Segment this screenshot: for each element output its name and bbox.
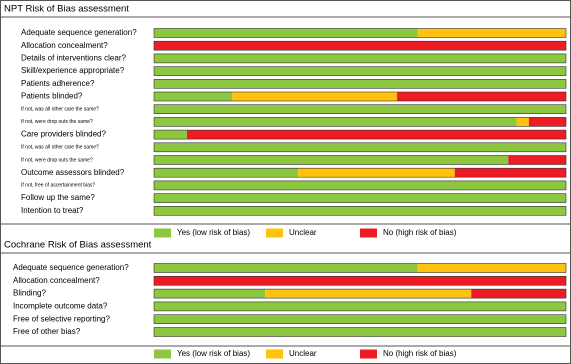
- legend-label: No (high risk of bias): [383, 349, 457, 358]
- bar-outline: [153, 288, 567, 299]
- bar-segment: [154, 180, 566, 190]
- bar-segment: [454, 168, 566, 178]
- bar-outline: [153, 327, 567, 337]
- legend-swatch: [266, 228, 283, 238]
- row-label: Free of other bias?: [13, 327, 81, 336]
- row-label: Allocation concealment?: [21, 41, 108, 50]
- row-label: If not, were drop outs the same?: [21, 157, 93, 163]
- bar-segment: [154, 41, 566, 51]
- row-label: Follow up the same?: [21, 193, 95, 202]
- row-label: Care providers blinded?: [21, 130, 106, 139]
- bar-segment: [154, 142, 566, 152]
- legend-swatch: [360, 349, 377, 359]
- row-label: Allocation concealment?: [13, 276, 100, 285]
- bar-outline: [153, 117, 567, 127]
- bar-outline: [153, 66, 567, 76]
- row-label: If not, was all other care the same?: [21, 145, 99, 151]
- bar-outline: [153, 79, 567, 89]
- bar-segment: [417, 263, 566, 273]
- bar-segment: [154, 276, 566, 286]
- bar-segment: [154, 263, 418, 273]
- legend-swatch: [154, 228, 171, 238]
- bar-segment: [471, 289, 566, 299]
- row-label: If not, free of ascertainment bias?: [21, 183, 95, 189]
- legend-swatch: [360, 228, 377, 238]
- legend-swatch: [266, 349, 283, 359]
- chart-title: NPT Risk of Bias assessment: [4, 4, 129, 15]
- bar-outline: [153, 40, 567, 51]
- row-label: Outcome assessors blinded?: [21, 168, 125, 177]
- bar-segment: [186, 130, 566, 140]
- bar-segment: [154, 117, 517, 127]
- bar-outline: [153, 167, 567, 178]
- bar-segment: [154, 79, 566, 89]
- bar-outline: [153, 193, 567, 203]
- bar-outline: [153, 206, 567, 216]
- row-label: Blinding?: [13, 289, 46, 298]
- bar-segment: [397, 92, 566, 101]
- bar-outline: [153, 91, 567, 102]
- row-label: Patients blinded?: [21, 92, 83, 101]
- bar-segment: [528, 117, 566, 127]
- bar-segment: [298, 168, 455, 178]
- bar-segment: [154, 130, 187, 140]
- bar-segment: [154, 301, 566, 311]
- row-label: Details of interventions clear?: [21, 54, 126, 63]
- bar-segment: [154, 289, 266, 299]
- bar-segment: [265, 289, 472, 299]
- row-label: Adequate sequence generation?: [13, 263, 129, 272]
- bar-segment: [154, 155, 509, 165]
- row-label: If not, was all other care the same?: [21, 107, 99, 113]
- bar-segment: [154, 104, 566, 114]
- bar-segment: [154, 327, 566, 337]
- row-label: Incomplete outcome data?: [13, 302, 108, 311]
- chart-title: Cochrane Risk of Bias assessment: [4, 240, 152, 251]
- legend-label: Yes (low risk of bias): [177, 228, 250, 237]
- bar-segment: [154, 92, 233, 101]
- bar-segment: [154, 66, 566, 76]
- bar-outline: [153, 275, 567, 286]
- bar-segment: [154, 314, 566, 324]
- legend-swatch: [154, 349, 171, 359]
- bar-segment: [154, 53, 566, 63]
- legend-label: Yes (low risk of bias): [177, 349, 250, 358]
- bar-outline: [153, 180, 567, 191]
- row-label: Intention to treat?: [21, 206, 84, 215]
- bar-outline: [153, 155, 567, 165]
- bar-segment: [154, 28, 418, 38]
- bar-outline: [153, 301, 567, 312]
- bar-outline: [153, 129, 567, 140]
- bar-outline: [153, 28, 567, 38]
- row-label: Adequate sequence generation?: [21, 28, 137, 37]
- bar-outline: [153, 53, 567, 64]
- bar-segment: [232, 92, 398, 101]
- bar-outline: [153, 314, 567, 325]
- bar-outline: [153, 263, 567, 273]
- legend-label: Unclear: [289, 228, 317, 237]
- bar-segment: [154, 206, 566, 216]
- legend-label: No (high risk of bias): [383, 228, 457, 237]
- bar-outline: [153, 104, 567, 114]
- bar-segment: [154, 168, 299, 178]
- row-label: Free of selective reporting?: [13, 314, 110, 323]
- row-label: Patients adherence?: [21, 79, 95, 88]
- bar-segment: [508, 155, 566, 165]
- row-label: If not, were drop outs the same?: [21, 119, 93, 125]
- legend-label: Unclear: [289, 349, 317, 358]
- bar-segment: [516, 117, 529, 127]
- bar-segment: [417, 28, 566, 38]
- bar-outline: [153, 142, 567, 153]
- bar-segment: [154, 193, 566, 203]
- row-label: Skill/experience appropriate?: [21, 66, 125, 75]
